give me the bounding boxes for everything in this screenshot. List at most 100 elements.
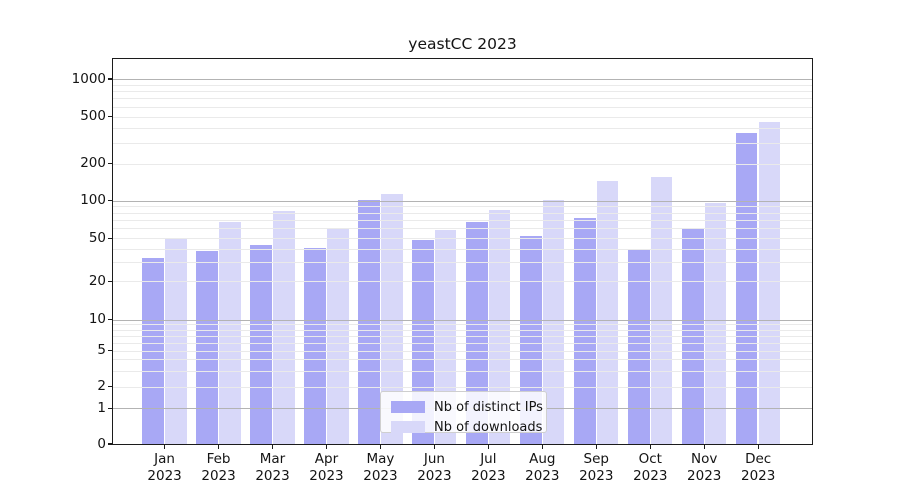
bar-mar-2023-distinct-ips bbox=[250, 245, 272, 444]
minor-gridline bbox=[113, 386, 812, 388]
bar-feb-2023-downloads bbox=[219, 222, 241, 444]
bar-may-2023-distinct-ips bbox=[358, 199, 380, 444]
bar-oct-2023-distinct-ips bbox=[628, 248, 650, 444]
x-tick-mark bbox=[271, 445, 274, 449]
y-tick-label-2: 2 bbox=[97, 378, 106, 395]
x-tick-label-feb: Feb 2023 bbox=[201, 451, 236, 484]
x-tick-mark bbox=[487, 445, 489, 449]
x-tick-label-dec: Dec 2023 bbox=[740, 451, 776, 484]
y-tick-mark bbox=[108, 319, 112, 321]
minor-gridline bbox=[113, 142, 812, 144]
legend-label: Nb of distinct IPs bbox=[434, 399, 543, 415]
y-tick-label-1: 1 bbox=[97, 399, 106, 416]
y-tick-mark bbox=[108, 407, 112, 409]
y-tick-mark bbox=[108, 385, 112, 388]
minor-gridline bbox=[113, 335, 812, 337]
minor-gridline bbox=[113, 228, 812, 230]
major-gridline bbox=[113, 79, 812, 81]
y-tick-mark bbox=[108, 78, 112, 80]
legend: Nb of distinct IPs Nb of downloads bbox=[380, 391, 547, 435]
bar-jul-2023-downloads bbox=[489, 210, 511, 444]
y-tick-mark bbox=[108, 443, 112, 445]
y-tick-label-5: 5 bbox=[97, 342, 106, 359]
bar-dec-2023-downloads bbox=[758, 121, 781, 444]
bar-apr-2023-distinct-ips bbox=[304, 247, 326, 444]
x-tick-label-jul: Jul 2023 bbox=[471, 451, 506, 484]
minor-gridline bbox=[113, 219, 812, 221]
x-tick-label-mar: Mar 2023 bbox=[255, 451, 290, 484]
y-tick-mark bbox=[108, 200, 112, 202]
bar-feb-2023-distinct-ips bbox=[196, 251, 218, 444]
bar-aug-2023-downloads bbox=[543, 199, 565, 444]
y-tick-mark bbox=[108, 237, 112, 239]
x-tick-mark bbox=[703, 445, 705, 449]
bar-jan-2023-downloads bbox=[165, 239, 187, 444]
minor-gridline bbox=[113, 84, 812, 86]
x-tick-label-apr: Apr 2023 bbox=[309, 451, 344, 484]
x-tick-mark bbox=[325, 445, 328, 449]
minor-gridline bbox=[113, 329, 812, 331]
minor-gridline bbox=[113, 212, 812, 214]
bar-jul-2023-distinct-ips bbox=[466, 221, 488, 444]
x-tick-label-oct: Oct 2023 bbox=[633, 451, 668, 484]
legend-item: Nb of downloads bbox=[381, 417, 546, 437]
y-tick-label-100: 100 bbox=[80, 192, 106, 209]
minor-gridline bbox=[113, 116, 812, 118]
legend-color-swatch bbox=[391, 401, 425, 413]
y-tick-label-20: 20 bbox=[88, 272, 106, 289]
chart-title: yeastCC 2023 bbox=[408, 35, 517, 53]
minor-gridline bbox=[113, 128, 812, 130]
minor-gridline bbox=[113, 370, 812, 372]
y-tick-mark bbox=[108, 280, 112, 282]
legend-label: Nb of downloads bbox=[434, 419, 543, 435]
bar-may-2023-downloads bbox=[381, 194, 403, 444]
minor-gridline bbox=[113, 359, 812, 361]
minor-gridline bbox=[113, 350, 812, 352]
y-tick-label-500: 500 bbox=[80, 108, 106, 125]
x-tick-label-may: May 2023 bbox=[363, 451, 398, 484]
plot-area bbox=[113, 59, 812, 444]
y-tick-mark bbox=[108, 162, 112, 165]
x-tick-label-aug: Aug 2023 bbox=[525, 451, 560, 484]
legend-color-swatch bbox=[391, 421, 425, 433]
minor-gridline bbox=[113, 91, 812, 93]
x-tick-mark bbox=[541, 445, 543, 449]
y-tick-mark bbox=[108, 116, 112, 118]
x-tick-label-jan: Jan 2023 bbox=[147, 451, 182, 484]
bar-sep-2023-downloads bbox=[596, 181, 619, 444]
x-tick-mark bbox=[757, 445, 759, 449]
minor-gridline bbox=[113, 238, 812, 240]
bar-nov-2023-downloads bbox=[704, 203, 727, 444]
y-tick-label-0: 0 bbox=[97, 435, 106, 452]
minor-gridline bbox=[113, 163, 812, 165]
x-tick-mark bbox=[433, 445, 435, 449]
minor-gridline bbox=[113, 98, 812, 100]
bar-dec-2023-distinct-ips bbox=[736, 132, 758, 444]
x-tick-label-sep: Sep 2023 bbox=[579, 451, 614, 484]
major-gridline bbox=[113, 200, 812, 202]
y-tick-mark bbox=[108, 350, 112, 352]
x-tick-mark bbox=[595, 445, 597, 449]
minor-gridline bbox=[113, 206, 812, 208]
minor-gridline bbox=[113, 106, 812, 108]
minor-gridline bbox=[113, 342, 812, 344]
y-tick-label-200: 200 bbox=[80, 155, 106, 172]
x-tick-mark bbox=[379, 445, 382, 449]
y-tick-label-50: 50 bbox=[88, 229, 106, 246]
minor-gridline bbox=[113, 281, 812, 283]
minor-gridline bbox=[113, 262, 812, 264]
bar-jun-2023-downloads bbox=[435, 230, 457, 444]
y-tick-label-1000: 1000 bbox=[71, 70, 106, 87]
minor-gridline bbox=[113, 248, 812, 250]
x-tick-label-nov: Nov 2023 bbox=[687, 451, 722, 484]
x-tick-mark bbox=[163, 445, 166, 449]
bar-mar-2023-downloads bbox=[273, 211, 295, 444]
major-gridline bbox=[113, 319, 812, 321]
bar-oct-2023-downloads bbox=[650, 176, 673, 444]
x-tick-mark bbox=[217, 445, 220, 449]
minor-gridline bbox=[113, 324, 812, 326]
y-tick-label-10: 10 bbox=[88, 311, 106, 328]
bar-sep-2023-distinct-ips bbox=[574, 218, 596, 444]
x-tick-mark bbox=[649, 445, 651, 449]
